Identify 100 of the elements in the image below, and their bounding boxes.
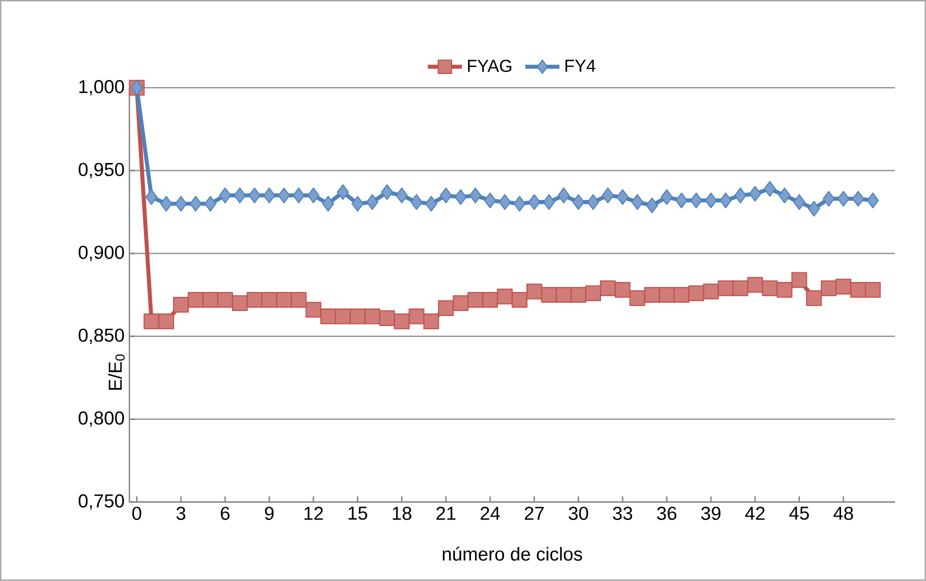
point [276, 292, 292, 308]
point [572, 194, 584, 210]
point [600, 280, 616, 296]
point [144, 314, 160, 330]
point [364, 308, 380, 324]
point [690, 192, 702, 208]
point [423, 314, 440, 330]
point [292, 188, 305, 204]
point [498, 194, 511, 210]
point [602, 188, 614, 204]
point [379, 310, 395, 326]
x-tick-label: 30 [568, 506, 588, 520]
point [512, 292, 528, 308]
point [778, 188, 791, 204]
point [749, 186, 762, 202]
y-tick-label: 1,000 [79, 80, 124, 96]
y-tick-label: 0,900 [78, 246, 124, 262]
point [587, 194, 600, 210]
point [660, 189, 673, 206]
x-tick-label: 6 [220, 506, 230, 520]
point [248, 188, 261, 204]
point [394, 314, 410, 330]
point [234, 188, 246, 204]
x-tick-label: 15 [348, 506, 368, 520]
point [160, 196, 172, 212]
x-tick-label: 21 [436, 506, 456, 520]
point [866, 192, 879, 208]
point [468, 292, 484, 308]
point [734, 188, 746, 204]
legend-label: FY4 [566, 60, 596, 72]
point [570, 287, 586, 303]
point [263, 188, 276, 204]
point [278, 188, 290, 204]
x-tick-label: 3 [176, 506, 186, 520]
point [381, 184, 394, 200]
point [482, 292, 498, 308]
point [320, 308, 336, 324]
point [204, 196, 216, 212]
x-tick-label: 27 [524, 506, 544, 520]
point [190, 196, 202, 212]
point [158, 314, 174, 330]
x-tick-label: 0 [132, 506, 142, 520]
point [469, 188, 482, 204]
y-tick-label: 0,750 [78, 494, 124, 510]
point [352, 196, 364, 212]
legend-label: FYAG [468, 60, 512, 72]
point [556, 287, 572, 303]
point [614, 282, 630, 298]
point [290, 292, 307, 308]
y-axis-title: E/E$_{0}$ [108, 354, 125, 390]
point [526, 284, 542, 300]
point [232, 295, 248, 312]
point [703, 284, 719, 300]
point [850, 282, 866, 298]
point [307, 188, 320, 204]
point [528, 194, 540, 210]
point [410, 194, 423, 210]
point [145, 189, 158, 206]
point [174, 196, 187, 212]
point [425, 196, 438, 212]
point [644, 287, 660, 303]
point [454, 189, 467, 206]
point [616, 189, 629, 206]
point [674, 287, 690, 303]
point [261, 292, 278, 308]
point [558, 188, 570, 204]
point [514, 196, 526, 212]
point [791, 272, 808, 288]
point [322, 196, 334, 212]
point [246, 292, 262, 308]
y-tick-label: 0,950 [78, 162, 124, 178]
point [440, 188, 452, 204]
point [542, 194, 556, 210]
point [496, 288, 513, 305]
x-tick-label: 48 [833, 506, 854, 520]
point [188, 292, 204, 308]
y-tick-label: 0,800 [78, 412, 124, 427]
point [541, 287, 557, 303]
point [306, 302, 322, 318]
point [704, 192, 717, 208]
point [762, 280, 778, 296]
point [219, 188, 232, 204]
y-tick-label: 0,850 [78, 328, 124, 344]
point [852, 191, 864, 207]
point [336, 184, 349, 200]
point [484, 192, 496, 208]
x-tick-label: 39 [701, 506, 720, 520]
x-axis-title: número de ciclos [442, 546, 582, 561]
point [747, 277, 763, 293]
point [658, 287, 675, 303]
x-tick-label: 18 [392, 506, 412, 520]
x-tick-label: 24 [480, 506, 500, 520]
point [793, 194, 806, 210]
point [438, 300, 454, 316]
point [452, 295, 469, 312]
point [720, 192, 732, 208]
x-tick-label: 45 [789, 506, 809, 520]
point [350, 308, 366, 324]
point [335, 308, 351, 324]
point [396, 188, 408, 204]
